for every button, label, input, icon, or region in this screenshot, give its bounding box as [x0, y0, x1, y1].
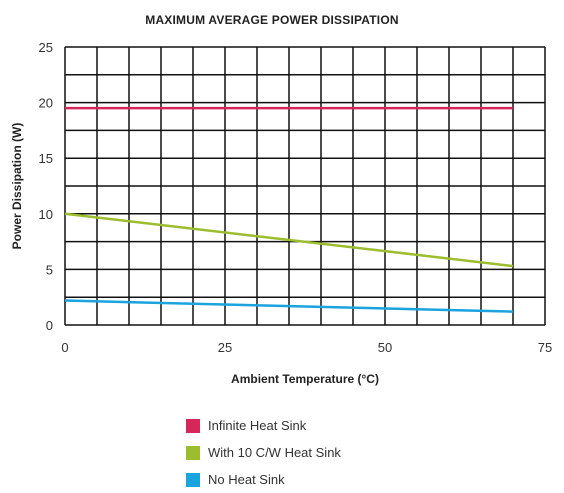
legend-label: Infinite Heat Sink [208, 418, 307, 433]
y-tick-label: 5 [46, 262, 53, 277]
grid [64, 46, 546, 326]
y-tick-label: 0 [46, 318, 53, 333]
y-axis-label: Power Dissipation (W) [10, 123, 24, 250]
legend-item: No Heat Sink [186, 466, 341, 493]
legend-label: With 10 C/W Heat Sink [208, 445, 341, 460]
y-tick-label: 20 [39, 96, 53, 111]
x-tick-label: 25 [218, 340, 232, 355]
legend: Infinite Heat Sink With 10 C/W Heat Sink N… [186, 412, 341, 493]
series-layer [64, 106, 514, 313]
x-axis-ticks: 0 25 50 75 [61, 340, 552, 355]
legend-item: Infinite Heat Sink [186, 412, 341, 439]
power-dissipation-chart: MAXIMUM AVERAGE POWER DISSIPATION 0 5 10 15… [10, 13, 552, 386]
y-tick-label: 25 [39, 40, 53, 55]
series-line-1 [64, 212, 514, 268]
legend-label: No Heat Sink [208, 472, 285, 487]
x-axis-label: Ambient Temperature (°C) [231, 372, 379, 386]
y-axis-ticks: 0 5 10 15 20 25 [39, 40, 53, 333]
y-tick-label: 10 [39, 207, 53, 222]
chart-title: MAXIMUM AVERAGE POWER DISSIPATION [145, 13, 399, 27]
legend-swatch [186, 445, 200, 460]
x-tick-label: 75 [538, 340, 552, 355]
legend-item: With 10 C/W Heat Sink [186, 439, 341, 466]
x-tick-label: 50 [378, 340, 392, 355]
legend-swatch [186, 418, 200, 433]
series-line-2 [64, 299, 514, 313]
legend-swatch [186, 472, 200, 487]
y-tick-label: 15 [39, 151, 53, 166]
x-tick-label: 0 [61, 340, 68, 355]
